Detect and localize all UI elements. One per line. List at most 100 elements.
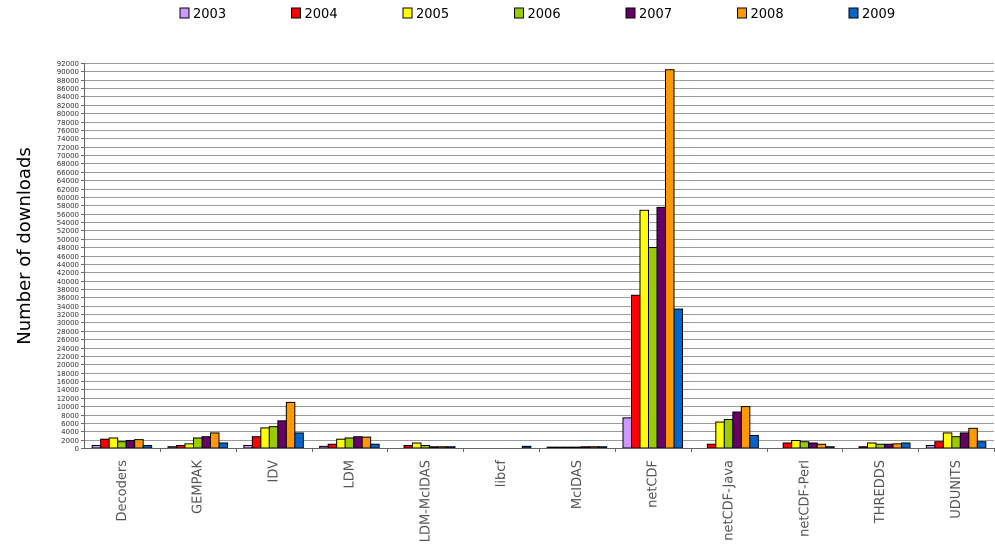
bar-udunits-2003 (925, 444, 936, 449)
y-tick-label: 24000 (57, 345, 79, 353)
legend-swatch-2004 (291, 7, 301, 19)
bar-ldm-2009 (370, 443, 380, 449)
legend-swatch-2006 (514, 7, 524, 19)
x-tick-label: LDM (342, 460, 357, 488)
legend-swatch-2005 (402, 7, 413, 19)
x-tick-label: netCDF (646, 460, 661, 508)
bar-thredds-2006 (875, 443, 885, 449)
y-tick-label: 84000 (57, 93, 79, 101)
y-tick-label: 14000 (57, 386, 79, 394)
bar-libcf-2009 (521, 445, 532, 449)
bar-mcidas-2004 (555, 446, 565, 449)
y-axis-label: Number of downloads (14, 147, 35, 345)
y-tick-label: 4000 (61, 428, 79, 436)
bar-idv-2007 (277, 420, 287, 449)
bar-udunits-2006 (951, 436, 961, 449)
y-tick-label: 2000 (61, 437, 79, 445)
legend-label-2007: 2007 (639, 7, 672, 22)
y-tick-label: 46000 (57, 253, 79, 261)
y-tick-label: 6000 (61, 420, 79, 428)
y-tick-label: 58000 (57, 202, 79, 210)
bar-udunits-2004 (934, 441, 944, 449)
bar-netcdf-perl-2006 (799, 441, 810, 449)
bar-idv-2004 (251, 436, 262, 449)
bar-udunits-2007 (959, 432, 970, 449)
bar-idv-2005 (260, 427, 270, 449)
bar-gempak-2006 (193, 437, 203, 449)
bar-ldm-mcidas-2006 (420, 444, 430, 449)
bar-ldm-mcidas-2009 (446, 446, 456, 449)
y-tick-label: 26000 (57, 336, 79, 344)
bar-netcdf-2007 (656, 206, 666, 449)
y-tick-label: 66000 (57, 169, 79, 177)
bar-netcdf-2003 (622, 417, 632, 449)
y-tick-label: 20000 (57, 361, 79, 369)
legend-swatch-2008 (737, 7, 747, 19)
y-tick-label: 8000 (61, 412, 79, 420)
x-tick-label: IDV (267, 460, 282, 483)
y-tick-label: 62000 (57, 186, 79, 194)
y-tick-label: 56000 (57, 211, 79, 219)
bar-netcdf-2004 (631, 294, 641, 449)
y-tick-label: 16000 (57, 378, 79, 386)
gridlines (84, 63, 994, 449)
x-tick-label: McIDAS (570, 460, 585, 509)
x-tick-label: THREDDS (873, 460, 888, 524)
bar-gempak-2005 (184, 443, 194, 449)
y-tick-label: 74000 (57, 135, 79, 143)
legend-swatch-2007 (625, 7, 636, 19)
bar-thredds-2007 (884, 443, 894, 449)
legend-label-2005: 2005 (416, 7, 449, 22)
y-tick-label: 64000 (57, 177, 79, 185)
y-tick-label: 90000 (57, 68, 79, 76)
x-tick-label: GEMPAK (191, 460, 206, 514)
bar-netcdf-java-2005 (715, 421, 725, 449)
bar-mcidas-2006 (572, 446, 582, 449)
bar-ldm-2007 (353, 436, 363, 449)
bar-netcdf-perl-2005 (791, 439, 801, 449)
y-tick-label: 44000 (57, 261, 79, 269)
bar-netcdf-perl-2008 (816, 443, 827, 449)
legend-label-2003: 2003 (193, 7, 226, 22)
bar-idv-2009 (294, 432, 304, 449)
y-tick-label: 68000 (57, 160, 79, 168)
y-tick-label: 76000 (57, 127, 79, 135)
bar-ldm-2006 (344, 437, 355, 449)
bar-gempak-2007 (201, 436, 211, 449)
y-tick-label: 40000 (57, 278, 79, 286)
bar-mcidas-2005 (563, 446, 574, 449)
x-tick-label: LDM-McIDAS (418, 460, 433, 542)
y-tick-label: 88000 (57, 77, 79, 85)
bar-netcdf-java-2006 (723, 419, 734, 449)
legend-label-2004: 2004 (305, 7, 338, 22)
bar-decoders-2006 (117, 441, 127, 449)
bar-idv-2006 (268, 426, 279, 449)
bar-idv-2003 (243, 444, 253, 449)
bar-netcdf-perl-2007 (808, 442, 818, 449)
bar-udunits-2009 (976, 441, 987, 449)
bar-decoders-2007 (125, 439, 136, 449)
y-tick-label: 78000 (57, 119, 79, 127)
bar-udunits-2008 (968, 427, 978, 449)
y-tick-label: 30000 (57, 319, 79, 327)
bar-idv-2008 (285, 401, 296, 449)
bar-decoders-2004 (100, 438, 110, 449)
bar-ldm-mcidas-2005 (412, 442, 422, 449)
bar-netcdf-java-2009 (749, 434, 759, 449)
y-tick-label: 28000 (57, 328, 79, 336)
bar-netcdf-2006 (648, 247, 658, 449)
y-tick-label: 50000 (57, 236, 79, 244)
y-tick-label: 18000 (57, 370, 79, 378)
x-axis-ticks: Decoders GEMPAK IDV LDM LDM-McIDAS libcf McIDA… (115, 448, 995, 542)
bar-ldm-mcidas-2008 (437, 446, 447, 449)
legend-swatch-2009 (848, 7, 859, 19)
bar-ldm-2004 (327, 443, 338, 449)
y-tick-label: 70000 (57, 152, 79, 160)
bar-decoders-2003 (91, 444, 102, 449)
y-tick-label: 52000 (57, 227, 79, 235)
bar-mcidas-2007 (580, 446, 591, 449)
y-tick-label: 80000 (57, 110, 79, 118)
y-tick-label: 92000 (57, 60, 79, 68)
x-tick-label: UDUNITS (949, 460, 964, 519)
